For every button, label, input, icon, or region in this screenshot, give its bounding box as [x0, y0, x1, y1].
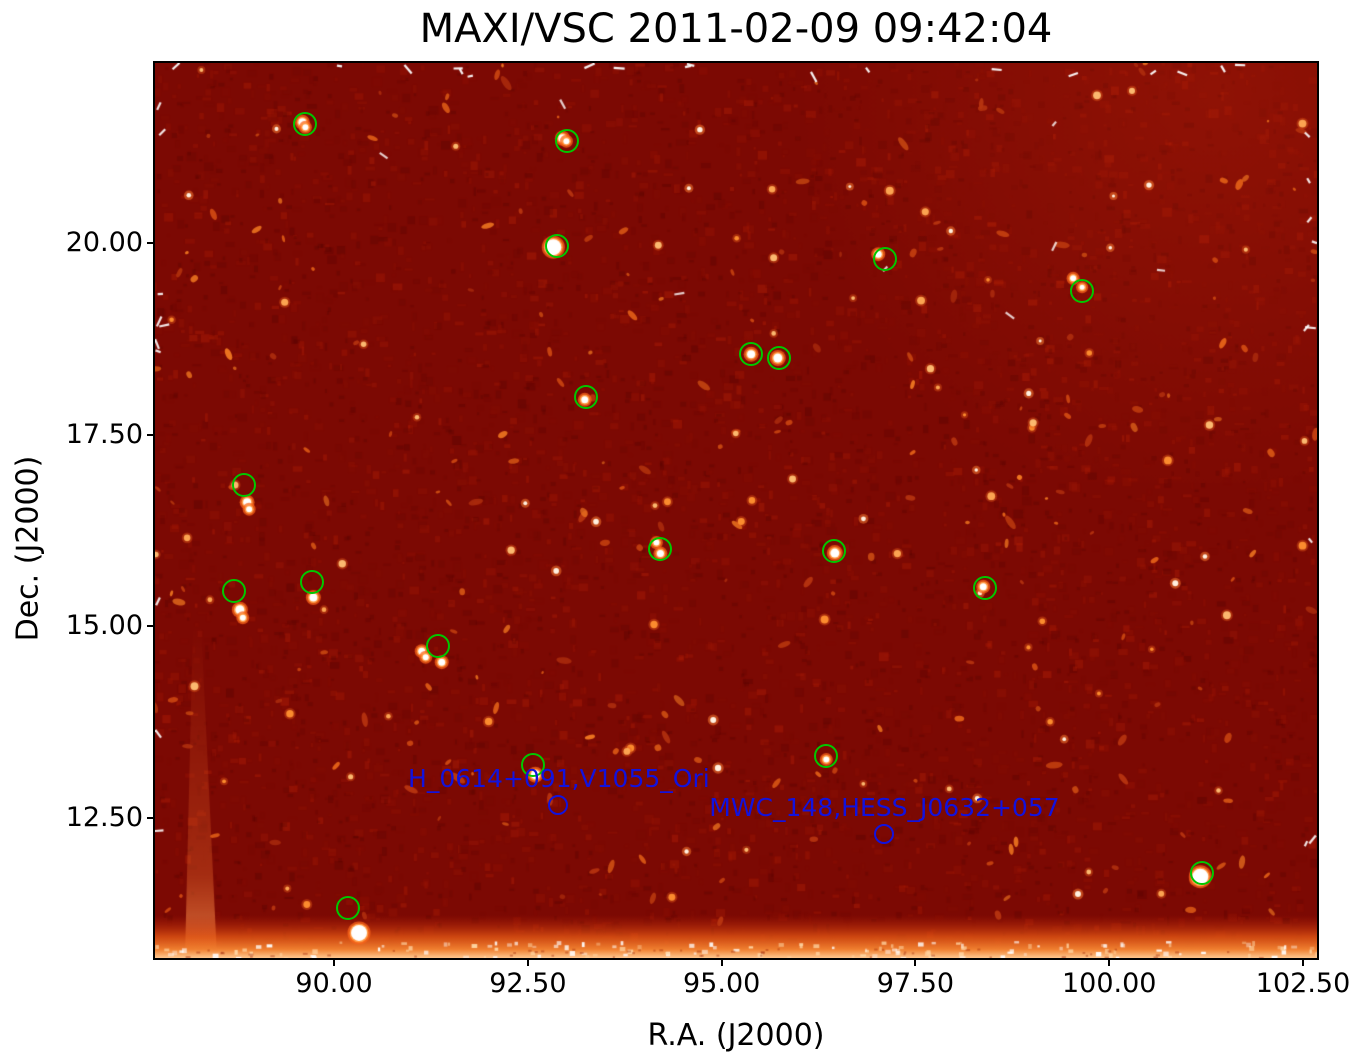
source-circle — [822, 538, 847, 563]
y-tick-mark — [147, 625, 155, 628]
source-circle — [520, 753, 545, 778]
y-tick-label: 15.00 — [65, 610, 143, 642]
x-tick-label: 97.50 — [876, 968, 955, 999]
y-tick-mark — [147, 242, 155, 245]
source-circle — [738, 341, 763, 366]
source-circle — [813, 743, 838, 768]
source-circle — [292, 111, 317, 136]
annotation-label: H_0614+091,V1055_Ori — [408, 763, 710, 793]
source-circle — [554, 128, 579, 153]
source-circle — [231, 472, 256, 497]
x-tick-mark — [720, 958, 723, 966]
annotation-circle — [548, 795, 569, 815]
source-circle — [222, 579, 247, 604]
source-circle — [647, 537, 672, 562]
chart-title: MAXI/VSC 2011-02-09 09:42:04 — [419, 6, 1053, 52]
sky-image-canvas — [155, 63, 1317, 958]
source-circle — [544, 233, 569, 258]
x-tick-label: 95.00 — [683, 968, 761, 999]
y-tick-mark — [147, 433, 155, 436]
x-tick-mark — [1302, 958, 1305, 966]
x-tick-label: 90.00 — [295, 968, 373, 999]
y-tick-label: 20.00 — [65, 227, 143, 259]
x-tick-mark — [1108, 958, 1111, 966]
source-circle — [335, 896, 360, 921]
source-circle — [574, 385, 599, 410]
annotation-label: MWC_148,HESS_J0632+057 — [709, 792, 1060, 822]
y-axis-label: Dec. (J2000) — [10, 455, 46, 642]
source-circle — [1069, 278, 1094, 303]
source-circle — [872, 246, 897, 271]
y-tick-label: 12.50 — [65, 801, 143, 833]
x-axis-label: R.A. (J2000) — [647, 1018, 825, 1053]
x-tick-mark — [526, 958, 529, 966]
source-circle — [1189, 861, 1214, 886]
y-tick-mark — [147, 816, 155, 819]
plot-area: H_0614+091,V1055_Ori MWC_148,HESS_J0632+… — [153, 61, 1319, 960]
source-circle — [299, 570, 324, 595]
x-tick-mark — [333, 958, 336, 966]
x-tick-mark — [914, 958, 917, 966]
x-tick-label: 92.50 — [489, 968, 567, 999]
source-circle — [426, 633, 451, 658]
y-tick-label: 17.50 — [65, 418, 143, 450]
x-tick-label: 100.00 — [1062, 968, 1157, 999]
annotation-circle — [873, 824, 894, 845]
x-tick-label: 102.50 — [1255, 968, 1351, 999]
source-circle — [972, 576, 997, 601]
source-circle — [767, 345, 792, 370]
